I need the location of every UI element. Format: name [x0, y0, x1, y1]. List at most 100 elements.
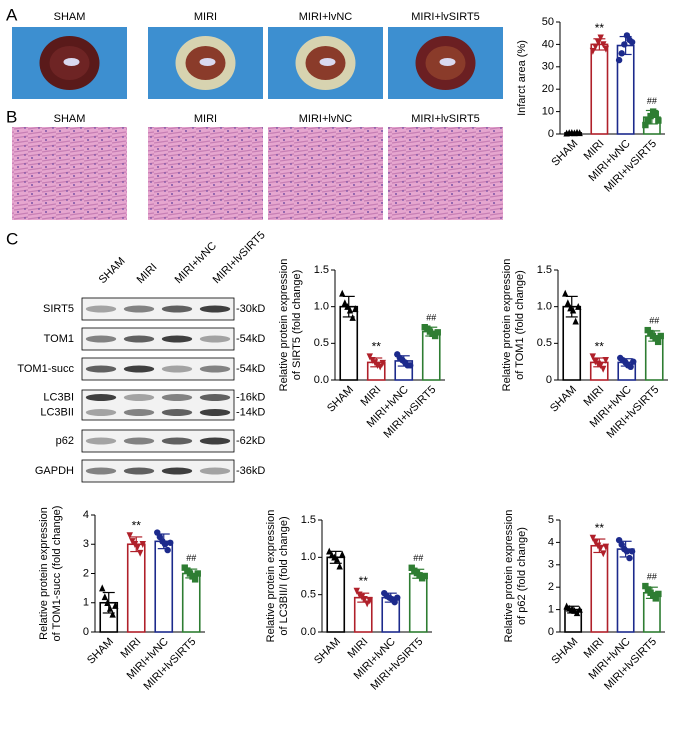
data-point [339, 289, 346, 297]
band [199, 409, 231, 416]
data-point [628, 38, 636, 46]
y-tick-label: 0.0 [301, 626, 316, 638]
y-tick-label: 40 [542, 38, 554, 50]
band [85, 335, 117, 343]
significance-mark: ## [649, 316, 659, 326]
data-point [655, 590, 662, 598]
ventricle [319, 58, 336, 66]
data-point [421, 572, 428, 580]
y-tick-label: 1 [83, 597, 89, 609]
data-point [194, 570, 201, 577]
bar [562, 305, 582, 381]
y-axis-label: of TOM1-succ (fold change) [51, 506, 63, 642]
band [123, 335, 155, 343]
lane-label: SHAM [97, 255, 128, 286]
data-point [333, 555, 341, 563]
data-point [600, 550, 607, 558]
y-axis-label: of LC3BII/I (fold change) [278, 516, 290, 635]
y-axis-label: Infarct area (%) [516, 40, 528, 116]
data-point [649, 591, 657, 599]
data-point [618, 50, 625, 57]
band [123, 305, 155, 313]
y-tick-label: 4 [83, 509, 89, 521]
bar [339, 305, 359, 381]
data-point [654, 338, 662, 346]
y-axis-label: of SIRT5 (fold change) [291, 270, 303, 380]
band [161, 409, 193, 416]
ventricle [199, 58, 216, 66]
size-label: -36kD [236, 465, 265, 477]
data-point [376, 363, 384, 371]
size-label: -54kD [236, 333, 265, 345]
data-point [597, 544, 604, 552]
x-tick-label: MIRI [359, 384, 384, 409]
y-tick-label: 2 [83, 567, 89, 579]
data-point [592, 43, 599, 51]
data-point [336, 562, 343, 570]
band [161, 365, 193, 373]
row-label: p62 [56, 435, 74, 447]
data-point [341, 299, 349, 307]
y-tick-label: 0 [83, 626, 89, 638]
y-tick-label: 3 [83, 538, 89, 550]
y-tick-label: 2 [548, 581, 554, 593]
panel-letter: A [6, 5, 18, 24]
row-label: LC3BII [40, 406, 74, 418]
data-point [407, 362, 414, 369]
band [161, 305, 193, 313]
band [199, 394, 231, 401]
significance-mark: ## [186, 553, 196, 563]
y-tick-label: 0 [548, 128, 554, 140]
panel-letter: C [6, 229, 18, 248]
data-point [101, 593, 109, 601]
y-tick-label: 50 [542, 16, 554, 28]
y-tick-label: 1.0 [301, 551, 316, 563]
y-tick-label: 0.5 [314, 337, 329, 349]
data-point [652, 110, 659, 118]
data-point [642, 582, 649, 590]
blot-box [81, 297, 235, 321]
significance-mark: ** [372, 340, 382, 354]
data-point [644, 586, 652, 593]
histology-image [268, 127, 383, 220]
data-point [109, 610, 116, 618]
data-point [366, 597, 373, 605]
y-tick-label: 0.0 [314, 374, 329, 386]
data-point [191, 576, 199, 583]
data-point [589, 534, 597, 542]
data-point [647, 112, 654, 120]
y-tick-label: 20 [542, 83, 554, 95]
y-tick-label: 1.5 [301, 514, 316, 526]
data-point [655, 117, 662, 124]
data-point [99, 584, 106, 592]
data-point [562, 289, 569, 297]
data-point [575, 302, 582, 310]
data-point [597, 362, 604, 370]
data-point [602, 543, 610, 551]
data-point [627, 363, 634, 370]
data-point [112, 601, 119, 609]
size-label: -62kD [236, 435, 265, 447]
data-point [623, 548, 631, 555]
y-axis-label: of p62 (fold change) [516, 527, 528, 625]
significance-mark: ## [647, 571, 657, 581]
y-tick-label: 1.5 [537, 264, 552, 276]
y-axis-label: of TOM1 (fold change) [514, 270, 526, 380]
significance-mark: ** [595, 340, 605, 354]
data-point [600, 41, 607, 49]
data-point [434, 329, 441, 336]
band [123, 409, 155, 416]
band [161, 335, 193, 343]
data-point [104, 599, 111, 606]
data-point [339, 550, 346, 558]
data-point [602, 45, 610, 53]
histology-image [12, 127, 127, 220]
band [85, 437, 117, 445]
data-point [630, 358, 637, 365]
band [123, 467, 155, 475]
lane-label: MIRI+lvSIRT5 [211, 229, 268, 286]
data-point [353, 587, 360, 595]
data-point [161, 541, 169, 548]
ventricle [63, 58, 80, 66]
blot-box [81, 327, 235, 351]
